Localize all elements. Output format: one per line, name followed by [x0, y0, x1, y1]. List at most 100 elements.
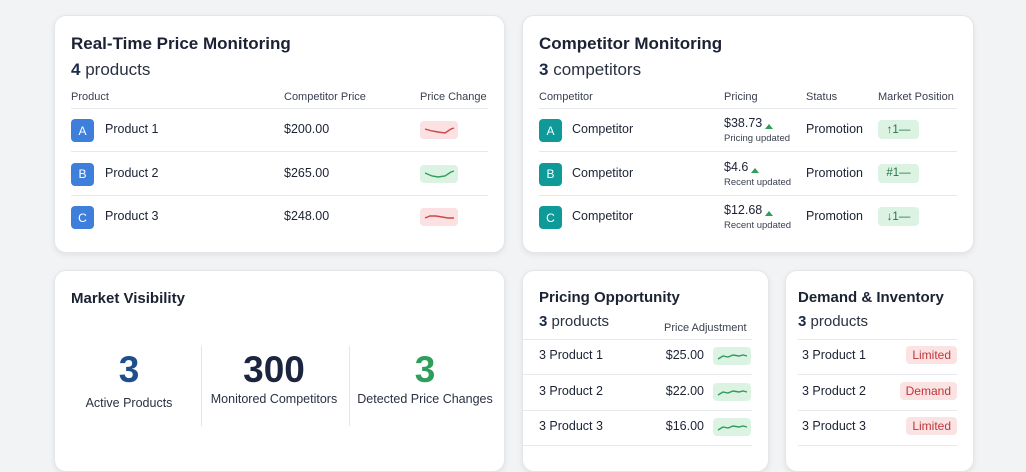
competitor-name: Competitor — [572, 122, 634, 136]
sparkline — [420, 164, 458, 183]
count-label: products — [810, 313, 869, 330]
divider — [71, 194, 488, 196]
status: Promotion — [806, 122, 863, 136]
divider — [523, 374, 752, 375]
card-count: 3 products — [798, 313, 868, 330]
product-name: 3 Product 2 — [539, 383, 603, 398]
column-header: Pricing — [724, 91, 758, 103]
card-title: Market Visibility — [71, 290, 185, 307]
trend-arrow — [764, 204, 774, 222]
column-header: Price Adjustment — [664, 322, 747, 334]
product-name: 3 Product 1 — [802, 348, 866, 362]
card-count: 4 products — [71, 60, 150, 80]
card-title: Competitor Monitoring — [539, 34, 723, 53]
inventory-tag: Limited — [906, 346, 957, 364]
divider — [71, 108, 488, 109]
competitor-price: $248.00 — [284, 209, 330, 223]
inventory-tag: Demand — [899, 381, 957, 400]
column-header: Competitor Price — [284, 91, 366, 103]
inventory-tag: Limited — [906, 417, 957, 435]
count-label: products — [551, 313, 610, 330]
product-name: Product 1 — [105, 122, 159, 136]
divider — [539, 151, 957, 152]
trend-arrow — [764, 117, 774, 135]
product-name: Product 3 — [105, 209, 159, 223]
column-header: Status — [806, 91, 838, 103]
card-title: Demand & Inventory — [798, 289, 944, 306]
sparkline — [420, 208, 458, 226]
product-name: Product 2 — [105, 165, 159, 180]
status: Promotion — [806, 165, 863, 180]
count: 4 — [71, 60, 81, 79]
column-header: Competitor — [539, 91, 593, 103]
price-note: Pricing updated — [724, 133, 791, 144]
divider — [798, 374, 957, 375]
divider — [201, 346, 202, 426]
divider — [798, 445, 957, 446]
divider — [798, 409, 957, 411]
market-position: ↓1— — [878, 207, 919, 226]
column-header: Product — [71, 91, 109, 103]
stat-value: 3 — [118, 349, 140, 390]
divider — [539, 108, 957, 109]
price-note: Recent updated — [724, 176, 792, 188]
trend-arrow — [750, 161, 760, 179]
count-label: products — [85, 60, 151, 79]
price-change — [420, 208, 458, 231]
product-name: 3 Product 3 — [539, 419, 603, 433]
competitor-price: $265.00 — [284, 165, 330, 180]
stat-label: Monitored Competitors — [210, 392, 338, 406]
divider — [798, 339, 957, 340]
sparkline — [713, 347, 751, 365]
divider — [349, 346, 350, 426]
card-title: Pricing Opportunity — [539, 289, 680, 306]
product-name: 3 Product 2 — [802, 383, 866, 398]
sparkline — [713, 418, 751, 436]
market-visibility-card: Market Visibility 3 Active Products 300 Mon… — [54, 270, 505, 472]
column-header: Market Position — [878, 91, 954, 103]
sparkline — [713, 382, 751, 401]
count: 3 — [539, 60, 549, 79]
competitor-name: Competitor — [572, 165, 634, 180]
price-trend — [713, 347, 751, 370]
price-monitoring-card: Real-Time Price Monitoring 4 products Pr… — [54, 15, 505, 253]
sparkline — [420, 121, 458, 139]
competitor-badge: A — [539, 119, 562, 142]
pricing-opportunity-card: Pricing Opportunity 3 products Price Adj… — [522, 270, 769, 472]
product-badge: B — [71, 162, 94, 186]
product-name: 3 Product 3 — [802, 419, 866, 433]
competitor-badge: C — [539, 206, 562, 229]
market-position: ↑1— — [878, 120, 919, 139]
divider — [523, 445, 752, 446]
demand-inventory-card: Demand & Inventory 3 products 3 Product … — [785, 270, 974, 472]
price-trend — [713, 382, 751, 406]
stat-value: 3 — [414, 349, 436, 390]
card-title: Real-Time Price Monitoring — [71, 34, 291, 53]
product-badge: A — [71, 119, 94, 142]
competitor-price: $38.73 — [724, 116, 763, 130]
stat-value: 300 — [243, 349, 305, 390]
competitor-price: $12.68 — [724, 203, 763, 217]
card-count: 3 products — [539, 313, 609, 330]
market-position: #1— — [878, 163, 919, 183]
divider — [523, 409, 752, 411]
divider — [71, 151, 488, 152]
count-label: competitors — [553, 60, 642, 79]
competitor-badge: B — [539, 162, 562, 186]
product-badge: C — [71, 206, 94, 229]
count: 3 — [798, 313, 807, 330]
competitor-price: $4.6 — [724, 159, 749, 174]
price-note: Recent updated — [724, 220, 792, 231]
price-adjustment: $16.00 — [665, 419, 704, 433]
stat-label: Detected Price Changes — [357, 392, 493, 406]
price-change — [420, 164, 458, 188]
price-change — [420, 121, 458, 144]
stat-label: Active Products — [85, 396, 173, 410]
card-count: 3 competitors — [539, 60, 641, 80]
price-adjustment: $25.00 — [665, 348, 704, 362]
price-adjustment: $22.00 — [665, 383, 704, 398]
divider — [539, 194, 957, 196]
competitor-name: Competitor — [572, 209, 634, 223]
count: 3 — [539, 313, 548, 330]
